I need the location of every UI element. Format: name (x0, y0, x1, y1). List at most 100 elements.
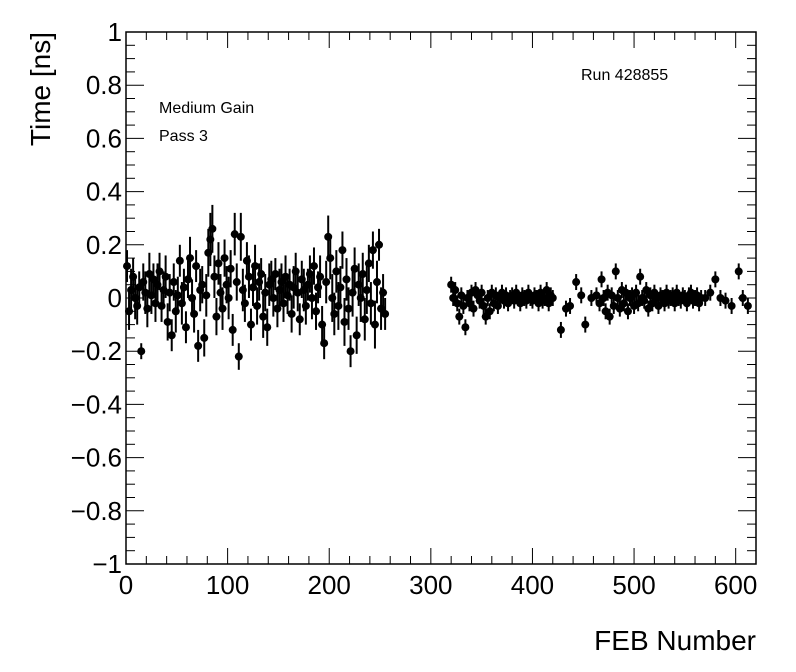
point-marker (232, 278, 241, 287)
data-point (123, 250, 132, 283)
point-marker (451, 286, 460, 295)
x-axis-title: FEB Number (594, 625, 756, 656)
data-point (611, 263, 620, 280)
point-marker (309, 262, 318, 271)
point-marker (364, 259, 373, 268)
point-marker (261, 288, 270, 297)
data-point (234, 343, 243, 370)
data-point (566, 298, 575, 314)
data-point (368, 231, 377, 269)
data-point (137, 343, 146, 360)
point-marker (372, 278, 381, 287)
point-marker (226, 264, 235, 273)
point-marker (257, 270, 266, 279)
point-marker (734, 267, 743, 276)
point-marker (375, 240, 384, 249)
data-point (287, 295, 296, 333)
data-point (161, 255, 170, 298)
point-marker (379, 288, 388, 297)
data-point (246, 308, 255, 341)
point-marker (165, 288, 174, 297)
y-tick-label: −0.8 (71, 496, 122, 526)
point-marker (485, 307, 494, 316)
data-point (133, 287, 142, 325)
data-point (607, 287, 616, 304)
data-point (366, 282, 375, 325)
data-point (623, 303, 632, 320)
data-point (307, 276, 316, 320)
data-point (592, 287, 601, 304)
point-marker (721, 296, 730, 305)
data-point (259, 295, 268, 338)
data-point (370, 300, 379, 349)
data-point (291, 252, 300, 291)
y-tick-label: −0.6 (71, 443, 122, 473)
data-point (654, 298, 663, 314)
data-point (581, 316, 590, 333)
y-tick-label: 0 (108, 283, 122, 313)
data-point (375, 228, 384, 261)
data-point (230, 212, 239, 256)
point-marker (208, 224, 217, 233)
data-point (727, 298, 736, 314)
y-tick-label: −0.4 (71, 389, 122, 419)
data-point (165, 274, 174, 312)
point-marker (577, 291, 586, 300)
point-marker (332, 267, 341, 276)
data-point (485, 303, 494, 320)
data-point (348, 268, 357, 317)
point-marker (453, 299, 462, 308)
point-marker (155, 267, 164, 276)
data-point (257, 258, 266, 291)
point-marker (469, 304, 478, 313)
data-point (320, 327, 329, 360)
data-point (236, 212, 245, 261)
point-marker (368, 246, 377, 255)
point-marker (322, 278, 331, 287)
y-tick-label: 0.4 (86, 177, 122, 207)
data-point (372, 260, 381, 304)
point-marker (181, 323, 190, 332)
point-marker (455, 312, 464, 321)
data-point (226, 250, 235, 288)
data-point (743, 298, 752, 314)
point-marker (346, 347, 355, 356)
data-point (214, 242, 223, 285)
data-point (198, 266, 207, 304)
x-tick-labels: 0 100 200 300 400 500 600 (119, 570, 758, 600)
data-point (572, 274, 581, 291)
point-marker (293, 288, 302, 297)
data-point (701, 290, 710, 306)
data-point (224, 276, 233, 320)
y-tick-label: 1 (108, 17, 122, 47)
point-marker (611, 267, 620, 276)
point-marker (163, 317, 172, 326)
data-point (613, 290, 622, 306)
x-tick-label: 0 (119, 570, 133, 600)
point-marker (701, 294, 710, 302)
point-marker (479, 301, 488, 310)
point-marker (326, 254, 335, 263)
point-marker (316, 272, 325, 281)
point-marker (340, 317, 349, 326)
point-marker (137, 347, 146, 356)
data-point (194, 329, 203, 362)
point-marker (218, 304, 227, 313)
y-tick-label: −1 (92, 549, 122, 579)
data-point (279, 284, 288, 322)
point-marker (287, 309, 296, 318)
data-point (636, 268, 645, 285)
data-point (455, 308, 464, 325)
point-marker (706, 288, 715, 297)
point-marker (173, 291, 182, 300)
data-point (358, 252, 367, 296)
point-marker (342, 275, 351, 284)
point-marker (338, 246, 347, 255)
data-point (269, 279, 278, 317)
data-point (459, 298, 468, 314)
data-point (240, 284, 249, 322)
data-point (202, 274, 211, 317)
data-point (155, 252, 164, 291)
data-point (212, 298, 221, 336)
data-point (332, 250, 341, 293)
